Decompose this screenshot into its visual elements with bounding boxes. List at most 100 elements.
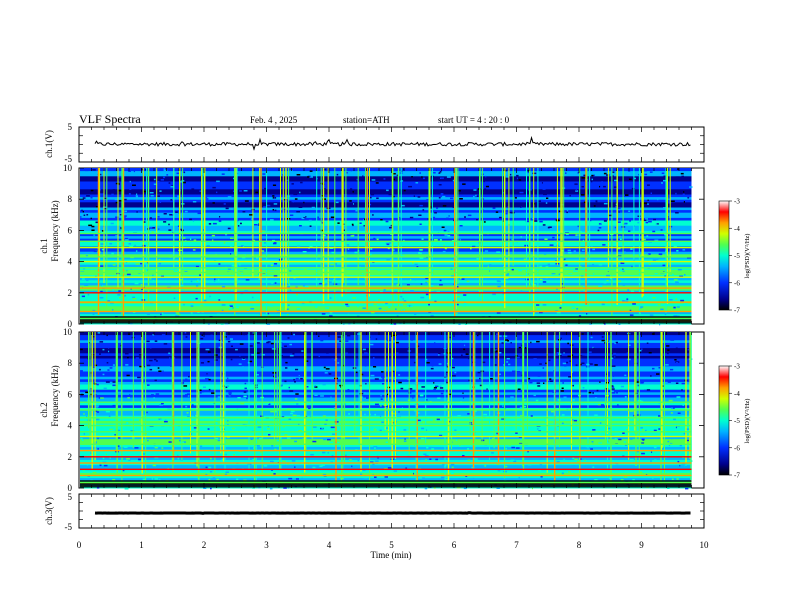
spectrogram-pixel <box>646 235 649 237</box>
spectrogram-burst <box>685 332 687 463</box>
spectrogram-pixel <box>362 428 365 430</box>
spectrogram-pixel <box>295 393 299 395</box>
spectrogram-pixel <box>177 269 181 271</box>
spectrogram-band <box>80 233 692 237</box>
spectrogram-pixel <box>650 460 652 462</box>
spectrogram-band <box>80 459 692 463</box>
spectrogram-pixel <box>447 336 452 339</box>
spectrogram-pixel <box>610 385 614 387</box>
spectrogram-pixel <box>225 207 229 210</box>
spectrogram-band <box>80 381 692 385</box>
spectrogram-pixel <box>463 487 467 490</box>
spectrogram-pixel <box>589 323 592 325</box>
spectrogram-pixel <box>100 243 104 245</box>
spectrogram-pixel <box>430 314 434 317</box>
spectrogram-pixel <box>624 374 627 377</box>
time-axis-ticks: 0 1 2 3 4 5 6 7 8 9 10 <box>77 540 709 550</box>
spectrogram-pixel <box>640 306 644 308</box>
spectrogram-band <box>80 261 692 265</box>
spectrogram-band <box>80 371 692 375</box>
spectrogram-pixel <box>671 231 675 233</box>
ch1-voltage-trace <box>94 135 691 151</box>
spectrogram-pixel <box>284 263 289 265</box>
spectrogram-pixel <box>681 382 685 385</box>
spectrogram-pixel <box>550 274 554 277</box>
spectrogram-pixel <box>398 239 401 242</box>
spectrogram-line <box>80 449 692 452</box>
spectrogram-pixel <box>237 225 240 227</box>
spectrogram-pixel <box>347 313 350 316</box>
spectrogram-pixel <box>542 304 547 306</box>
spectrogram-pixel <box>539 220 543 223</box>
spectrogram-pixel <box>448 215 450 217</box>
spectrogram-pixel <box>619 235 621 238</box>
spectrogram-pixel <box>547 218 552 220</box>
spectrogram-pixel <box>627 233 630 236</box>
spectrogram-burst <box>472 332 475 468</box>
spectrogram-pixel <box>247 463 252 465</box>
spectrogram-burst <box>622 168 624 263</box>
spectrogram-pixel <box>100 397 104 399</box>
spectrogram-pixel <box>207 428 210 430</box>
spectrogram-burst <box>182 168 184 285</box>
spectrogram-pixel <box>626 304 630 306</box>
spectrogram-pixel <box>613 186 618 188</box>
spectrogram-pixel <box>136 211 138 213</box>
spectrogram-pixel <box>330 426 335 429</box>
spectrogram-pixel <box>459 238 461 241</box>
spectrogram-pixel <box>626 444 630 446</box>
ch2-spectrogram-image <box>80 332 693 490</box>
x-tick-label: 1 <box>139 540 144 550</box>
spectrogram-pixel <box>556 374 559 376</box>
spectrogram-pixel <box>253 239 256 242</box>
spectrogram-pixel <box>112 404 116 407</box>
spectrogram-pixel <box>261 250 263 252</box>
spectrogram-pixel <box>312 466 316 469</box>
spectrogram-pixel <box>360 473 363 476</box>
spectrogram-pixel <box>92 169 96 171</box>
spectrogram-pixel <box>293 378 295 381</box>
spectrogram-pixel <box>381 421 384 423</box>
spectrogram-pixel <box>585 445 587 448</box>
spectrogram-pixel <box>300 377 303 380</box>
spectrogram-line <box>80 256 692 258</box>
spectrogram-pixel <box>644 304 647 306</box>
spectrogram-pixel <box>146 313 150 315</box>
spectrogram-pixel <box>337 373 339 375</box>
spectrogram-pixel <box>128 243 132 245</box>
spectrogram-pixel <box>158 262 162 265</box>
spectrogram-pixel <box>244 382 247 385</box>
spectrogram-pixel <box>186 247 189 250</box>
spectrogram-pixel <box>539 311 543 314</box>
spectrogram-pixel <box>86 195 90 197</box>
spectrogram-pixel <box>296 308 301 310</box>
spectrogram-line <box>80 271 692 274</box>
spectrogram-pixel <box>536 382 541 384</box>
spectrogram-pixel <box>385 220 389 223</box>
spectrogram-pixel <box>442 395 444 398</box>
spectrogram-pixel <box>255 257 259 259</box>
spectrogram-pixel <box>673 315 678 317</box>
spectrogram-pixel <box>520 415 524 417</box>
spectrogram-band <box>80 207 692 211</box>
spectrogram-pixel <box>476 219 478 221</box>
spectrogram-burst <box>201 168 203 302</box>
spectrogram-pixel <box>109 367 113 369</box>
spectrogram-pixel <box>227 227 231 230</box>
spectrogram-pixel <box>573 250 576 252</box>
ch1-spectrogram-ylabel: Frequency (kHz) <box>50 200 60 261</box>
spectrogram-pixel <box>364 353 369 355</box>
spectrogram-pixel <box>252 459 256 461</box>
spectrogram-pixel <box>625 426 628 428</box>
spectrogram-burst <box>579 332 580 484</box>
spectrogram-pixel <box>588 351 592 353</box>
spectrogram-pixel <box>571 307 573 309</box>
spectrogram-pixel <box>618 323 621 325</box>
spectrogram-pixel <box>140 262 143 265</box>
spectrogram-pixel <box>418 252 422 255</box>
spectrogram-pixel <box>107 284 112 286</box>
spectrogram-pixel <box>254 224 258 226</box>
spectrogram-burst <box>607 168 609 268</box>
spectrogram-pixel <box>239 185 244 187</box>
spectrogram-pixel <box>611 390 614 393</box>
